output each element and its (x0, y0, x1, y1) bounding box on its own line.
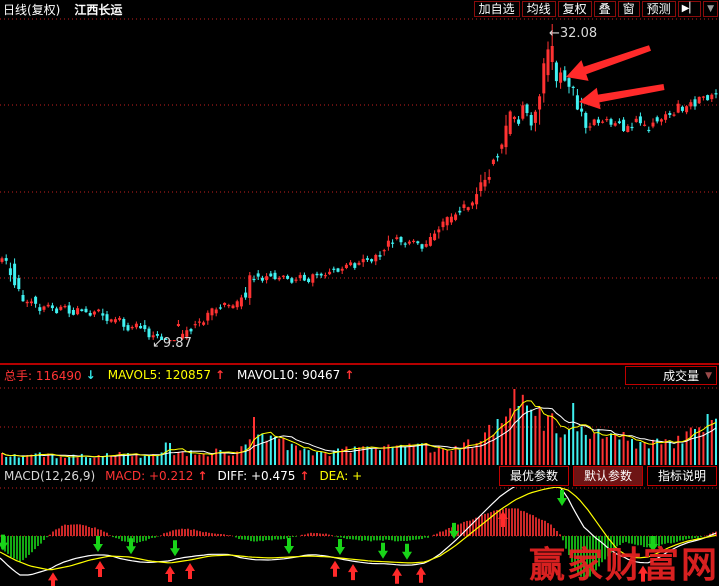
price-panel[interactable]: ←32.08 ↙9.87 (0, 18, 719, 363)
overlay-button[interactable]: 叠 (593, 1, 616, 17)
total-lots-value: 总手: 116490 (4, 368, 82, 383)
next-page-icon[interactable]: ▶▏ (677, 1, 702, 17)
dea-value: DEA: + (319, 469, 363, 483)
add-watchlist-button[interactable]: 加自选 (473, 1, 520, 17)
diff-value: DIFF: +0.475 (217, 469, 296, 483)
up-arrow-icon: ↑ (344, 368, 355, 382)
indicator-dropdown-label: 成交量 (663, 369, 700, 383)
up-arrow-icon: ↑ (214, 368, 226, 382)
optimal-params-button[interactable]: 最优参数 (498, 466, 569, 486)
toolbar-dropdown-icon[interactable]: ▼ (703, 1, 718, 17)
candlestick-chart[interactable] (0, 18, 719, 363)
ma-button[interactable]: 均线 (521, 1, 556, 17)
mavol5-value: MAVOL5: 120857 (107, 368, 211, 382)
macd-panel[interactable]: 赢家财富网 (0, 487, 719, 586)
indicator-help-button[interactable]: 指标说明 (646, 466, 717, 486)
period-label: 日线(复权) (3, 2, 61, 17)
indicator-dropdown[interactable]: 成交量 ▼ (625, 366, 717, 385)
down-arrow-icon: ↓ (85, 368, 96, 382)
macd-header: MACD(12,26,9) MACD: +0.212 ↑ DIFF: +0.47… (0, 465, 719, 487)
up-arrow-icon: ↑ (299, 469, 310, 483)
volume-chart[interactable] (0, 385, 719, 465)
watermark: 赢家财富网 (528, 545, 719, 586)
default-params-button[interactable]: 默认参数 (572, 466, 643, 486)
up-arrow-icon: ↑ (197, 469, 208, 483)
high-price-annotation: ←32.08 (549, 26, 598, 41)
volume-panel[interactable] (0, 385, 719, 465)
chevron-down-icon: ▼ (705, 370, 712, 381)
macd-value: MACD: +0.212 (105, 469, 194, 483)
toolbar: 日线(复权) 江西长运 加自选 均线 复权 叠 窗 预测 ▶▏ ▼ (0, 0, 719, 18)
macd-buttons: 最优参数 默认参数 指标说明 (498, 466, 717, 486)
forecast-button[interactable]: 预测 (641, 1, 676, 17)
macd-chart[interactable] (0, 487, 719, 586)
volume-header: 总手: 116490 ↓ MAVOL5: 120857 ↑ MAVOL10: 9… (0, 363, 719, 385)
toolbar-buttons: 加自选 均线 复权 叠 窗 预测 ▶▏ ▼ (473, 0, 718, 18)
adjust-button[interactable]: 复权 (557, 1, 592, 17)
macd-params: MACD(12,26,9) (4, 469, 96, 483)
stock-name: 江西长运 (74, 2, 123, 17)
mavol10-value: MAVOL10: 90467 (237, 368, 341, 382)
low-price-annotation: ↙9.87 (152, 336, 192, 351)
window-button[interactable]: 窗 (617, 1, 640, 17)
